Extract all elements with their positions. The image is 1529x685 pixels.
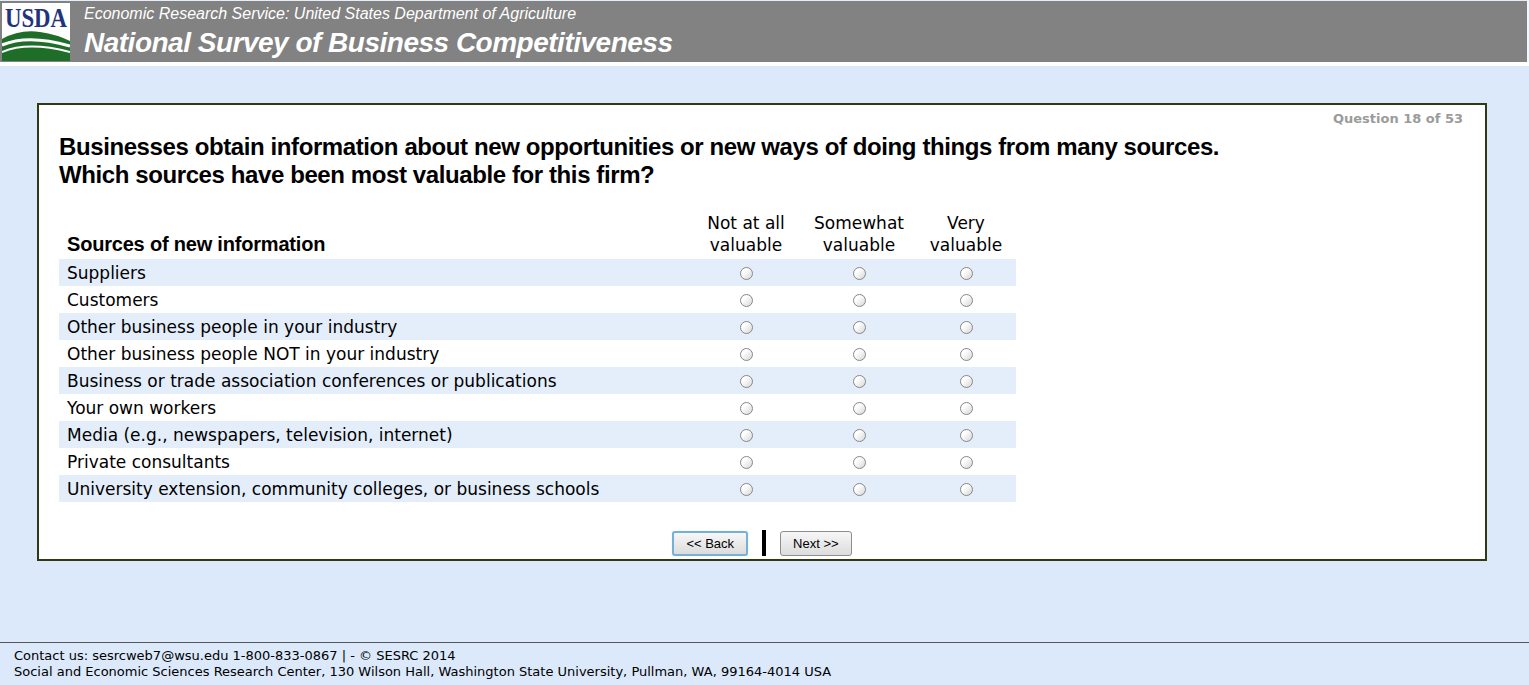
- footer-contact-line: Contact us: sesrcweb7@wsu.edu 1-800-833-…: [14, 648, 1529, 664]
- table-row: Private consultants: [59, 448, 1016, 475]
- radio-customers-very[interactable]: [960, 294, 973, 307]
- row-group-header: Sources of new information: [59, 233, 696, 256]
- page-body: Question 18 of 53 Businesses obtain info…: [0, 66, 1529, 642]
- radio-trade-association-not-at-all[interactable]: [740, 375, 753, 388]
- footer-address-line: Social and Economic Sciences Research Ce…: [14, 664, 1529, 680]
- agency-line: Economic Research Service: United States…: [84, 4, 672, 24]
- radio-university-extension-very[interactable]: [960, 483, 973, 496]
- radio-trade-association-somewhat[interactable]: [853, 375, 866, 388]
- question-panel: Question 18 of 53 Businesses obtain info…: [37, 103, 1487, 561]
- page-footer: Contact us: sesrcweb7@wsu.edu 1-800-833-…: [0, 642, 1529, 685]
- radio-suppliers-very[interactable]: [960, 267, 973, 280]
- radio-private-consultants-somewhat[interactable]: [853, 456, 866, 469]
- radio-other-in-industry-not-at-all[interactable]: [740, 321, 753, 334]
- radio-own-workers-very[interactable]: [960, 402, 973, 415]
- radio-suppliers-somewhat[interactable]: [853, 267, 866, 280]
- radio-customers-somewhat[interactable]: [853, 294, 866, 307]
- column-header-not-at-all: Not at all valuable: [696, 212, 796, 256]
- radio-own-workers-not-at-all[interactable]: [740, 402, 753, 415]
- radio-media-somewhat[interactable]: [853, 429, 866, 442]
- table-row: Business or trade association conference…: [59, 367, 1016, 394]
- radio-university-extension-not-at-all[interactable]: [740, 483, 753, 496]
- radio-other-in-industry-very[interactable]: [960, 321, 973, 334]
- column-header-very: Very valuable: [916, 212, 1016, 256]
- radio-other-not-in-industry-very[interactable]: [960, 348, 973, 361]
- answer-grid-header: Sources of new information Not at all va…: [59, 209, 1016, 259]
- question-text-line2: Which sources have been most valuable fo…: [59, 161, 1465, 189]
- radio-other-not-in-industry-somewhat[interactable]: [853, 348, 866, 361]
- column-header-somewhat: Somewhat valuable: [809, 212, 909, 256]
- table-row: Media (e.g., newspapers, television, int…: [59, 421, 1016, 448]
- radio-trade-association-very[interactable]: [960, 375, 973, 388]
- app-header: USDA Economic Research Service: United S…: [0, 0, 1529, 62]
- navigation-bar: << Back Next >>: [59, 530, 1465, 556]
- next-button[interactable]: Next >>: [780, 531, 852, 556]
- survey-title: National Survey of Business Competitiven…: [84, 27, 672, 59]
- radio-private-consultants-very[interactable]: [960, 456, 973, 469]
- svg-text:USDA: USDA: [5, 3, 67, 33]
- question-progress: Question 18 of 53: [59, 111, 1465, 127]
- radio-other-not-in-industry-not-at-all[interactable]: [740, 348, 753, 361]
- button-separator: [762, 530, 766, 556]
- answer-grid: Sources of new information Not at all va…: [59, 209, 1016, 502]
- back-button[interactable]: << Back: [672, 531, 748, 556]
- radio-private-consultants-not-at-all[interactable]: [740, 456, 753, 469]
- radio-other-in-industry-somewhat[interactable]: [853, 321, 866, 334]
- table-row: Your own workers: [59, 394, 1016, 421]
- question-text: Businesses obtain information about new …: [59, 133, 1465, 189]
- radio-customers-not-at-all[interactable]: [740, 294, 753, 307]
- radio-suppliers-not-at-all[interactable]: [740, 267, 753, 280]
- radio-own-workers-somewhat[interactable]: [853, 402, 866, 415]
- table-row: Customers: [59, 286, 1016, 313]
- radio-university-extension-somewhat[interactable]: [853, 483, 866, 496]
- table-row: Other business people in your industry: [59, 313, 1016, 340]
- radio-media-very[interactable]: [960, 429, 973, 442]
- usda-logo-icon: USDA: [2, 3, 70, 61]
- table-row: University extension, community colleges…: [59, 475, 1016, 502]
- table-row: Suppliers: [59, 259, 1016, 286]
- radio-media-not-at-all[interactable]: [740, 429, 753, 442]
- usda-logo: USDA: [2, 3, 70, 61]
- table-row: Other business people NOT in your indust…: [59, 340, 1016, 367]
- question-text-line1: Businesses obtain information about new …: [59, 133, 1465, 161]
